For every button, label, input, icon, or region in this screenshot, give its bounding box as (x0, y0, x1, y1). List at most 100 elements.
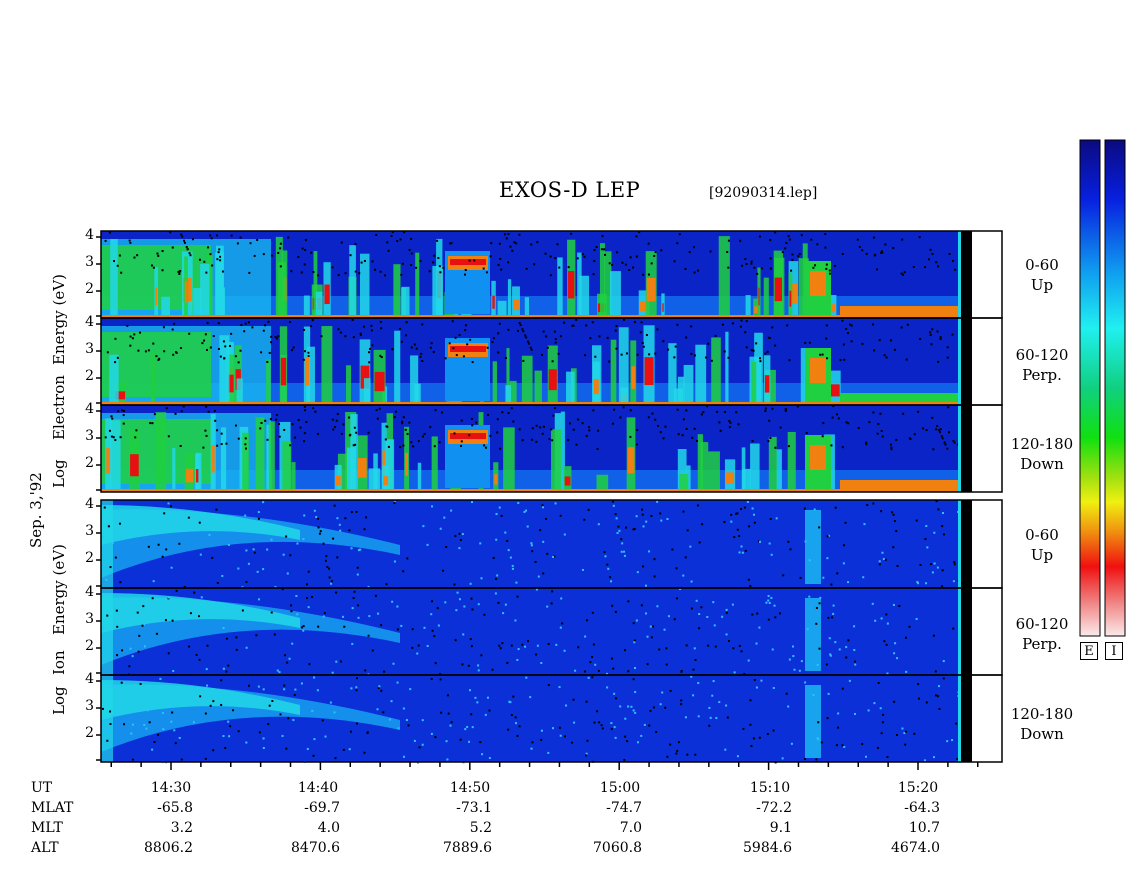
speckle (554, 502, 557, 505)
speckle (353, 426, 356, 429)
speckle (119, 581, 122, 584)
edge-strip (958, 500, 961, 588)
speckle (730, 520, 733, 523)
speckle (620, 550, 623, 553)
speckle (637, 741, 640, 744)
speckle (750, 262, 753, 265)
speckle (902, 412, 905, 415)
speckle (429, 426, 432, 429)
speckle (896, 657, 899, 660)
speckle (772, 687, 775, 690)
speckle (906, 323, 909, 326)
speckle (559, 734, 562, 737)
pitch-angle-label: 0-60 Up (997, 255, 1087, 295)
speckle (946, 447, 949, 450)
speckle (589, 661, 592, 664)
y-tick-label: 4 (85, 584, 94, 600)
speckle (787, 705, 790, 708)
speckle (509, 245, 512, 248)
speckle (825, 663, 828, 666)
speckle (353, 590, 356, 593)
speckle (330, 582, 333, 585)
speckle (681, 434, 684, 437)
speckle (619, 416, 622, 419)
speckle (220, 443, 223, 446)
speckle (791, 258, 794, 261)
mlat-value: -72.2 (756, 800, 792, 816)
speckle (831, 416, 834, 419)
burst (579, 275, 590, 318)
speckle (661, 691, 664, 694)
speckle (466, 725, 469, 728)
speckle (600, 248, 603, 251)
black-strip (961, 500, 972, 588)
speckle (266, 548, 269, 551)
speckle (380, 624, 383, 627)
speckle (273, 633, 276, 636)
speckle (632, 678, 635, 681)
speckle (491, 341, 494, 344)
speckle (147, 349, 150, 352)
speckle (355, 431, 358, 434)
speckle (485, 271, 488, 274)
speckle (430, 613, 433, 616)
speckle (423, 432, 426, 435)
speckle (410, 441, 413, 444)
speckle (837, 726, 840, 729)
speckle (924, 538, 927, 541)
ut-value: 15:20 (897, 780, 939, 796)
speckle (614, 329, 617, 332)
speckle (270, 538, 273, 541)
speckle (429, 346, 432, 349)
speckle (849, 323, 852, 326)
speckle (367, 586, 370, 589)
speckle (664, 706, 667, 709)
speckle (262, 568, 265, 571)
speckle (943, 441, 946, 444)
burst-core (195, 469, 199, 483)
pitch-angle-direction: Down (1020, 455, 1064, 473)
speckle (348, 748, 351, 751)
speckle (270, 254, 273, 257)
speckle (282, 553, 285, 556)
speckle (654, 352, 657, 355)
speckle (554, 338, 557, 341)
speckle (213, 409, 216, 412)
speckle (460, 440, 463, 443)
speckle (392, 662, 395, 665)
speckle (516, 329, 519, 332)
ion-log-label: Log (50, 686, 68, 715)
speckle (391, 231, 394, 234)
speckle (693, 354, 696, 357)
speckle (908, 625, 911, 628)
speckle (554, 407, 557, 410)
speckle (632, 528, 635, 531)
speckle (281, 734, 284, 737)
speckle (861, 342, 864, 345)
speckle (784, 247, 787, 250)
speckle (423, 626, 426, 629)
speckle (832, 405, 835, 408)
speckle (518, 322, 521, 325)
burst (609, 271, 621, 318)
speckle (188, 332, 191, 335)
speckle (303, 328, 306, 331)
speckle (915, 617, 918, 620)
panel-frame (100, 674, 1003, 763)
speckle (575, 318, 578, 321)
speckle (919, 563, 922, 566)
speckle (894, 642, 897, 645)
speckle (892, 546, 895, 549)
speckle (669, 689, 672, 692)
band (840, 480, 958, 490)
speckle (644, 584, 647, 587)
speckle (222, 667, 225, 670)
speckle (682, 418, 685, 421)
speckle (490, 242, 493, 245)
speckle (418, 746, 421, 749)
speckle (405, 334, 408, 337)
speckle (826, 557, 829, 560)
speckle (101, 707, 104, 710)
speckle (499, 647, 502, 650)
speckle (635, 255, 638, 258)
